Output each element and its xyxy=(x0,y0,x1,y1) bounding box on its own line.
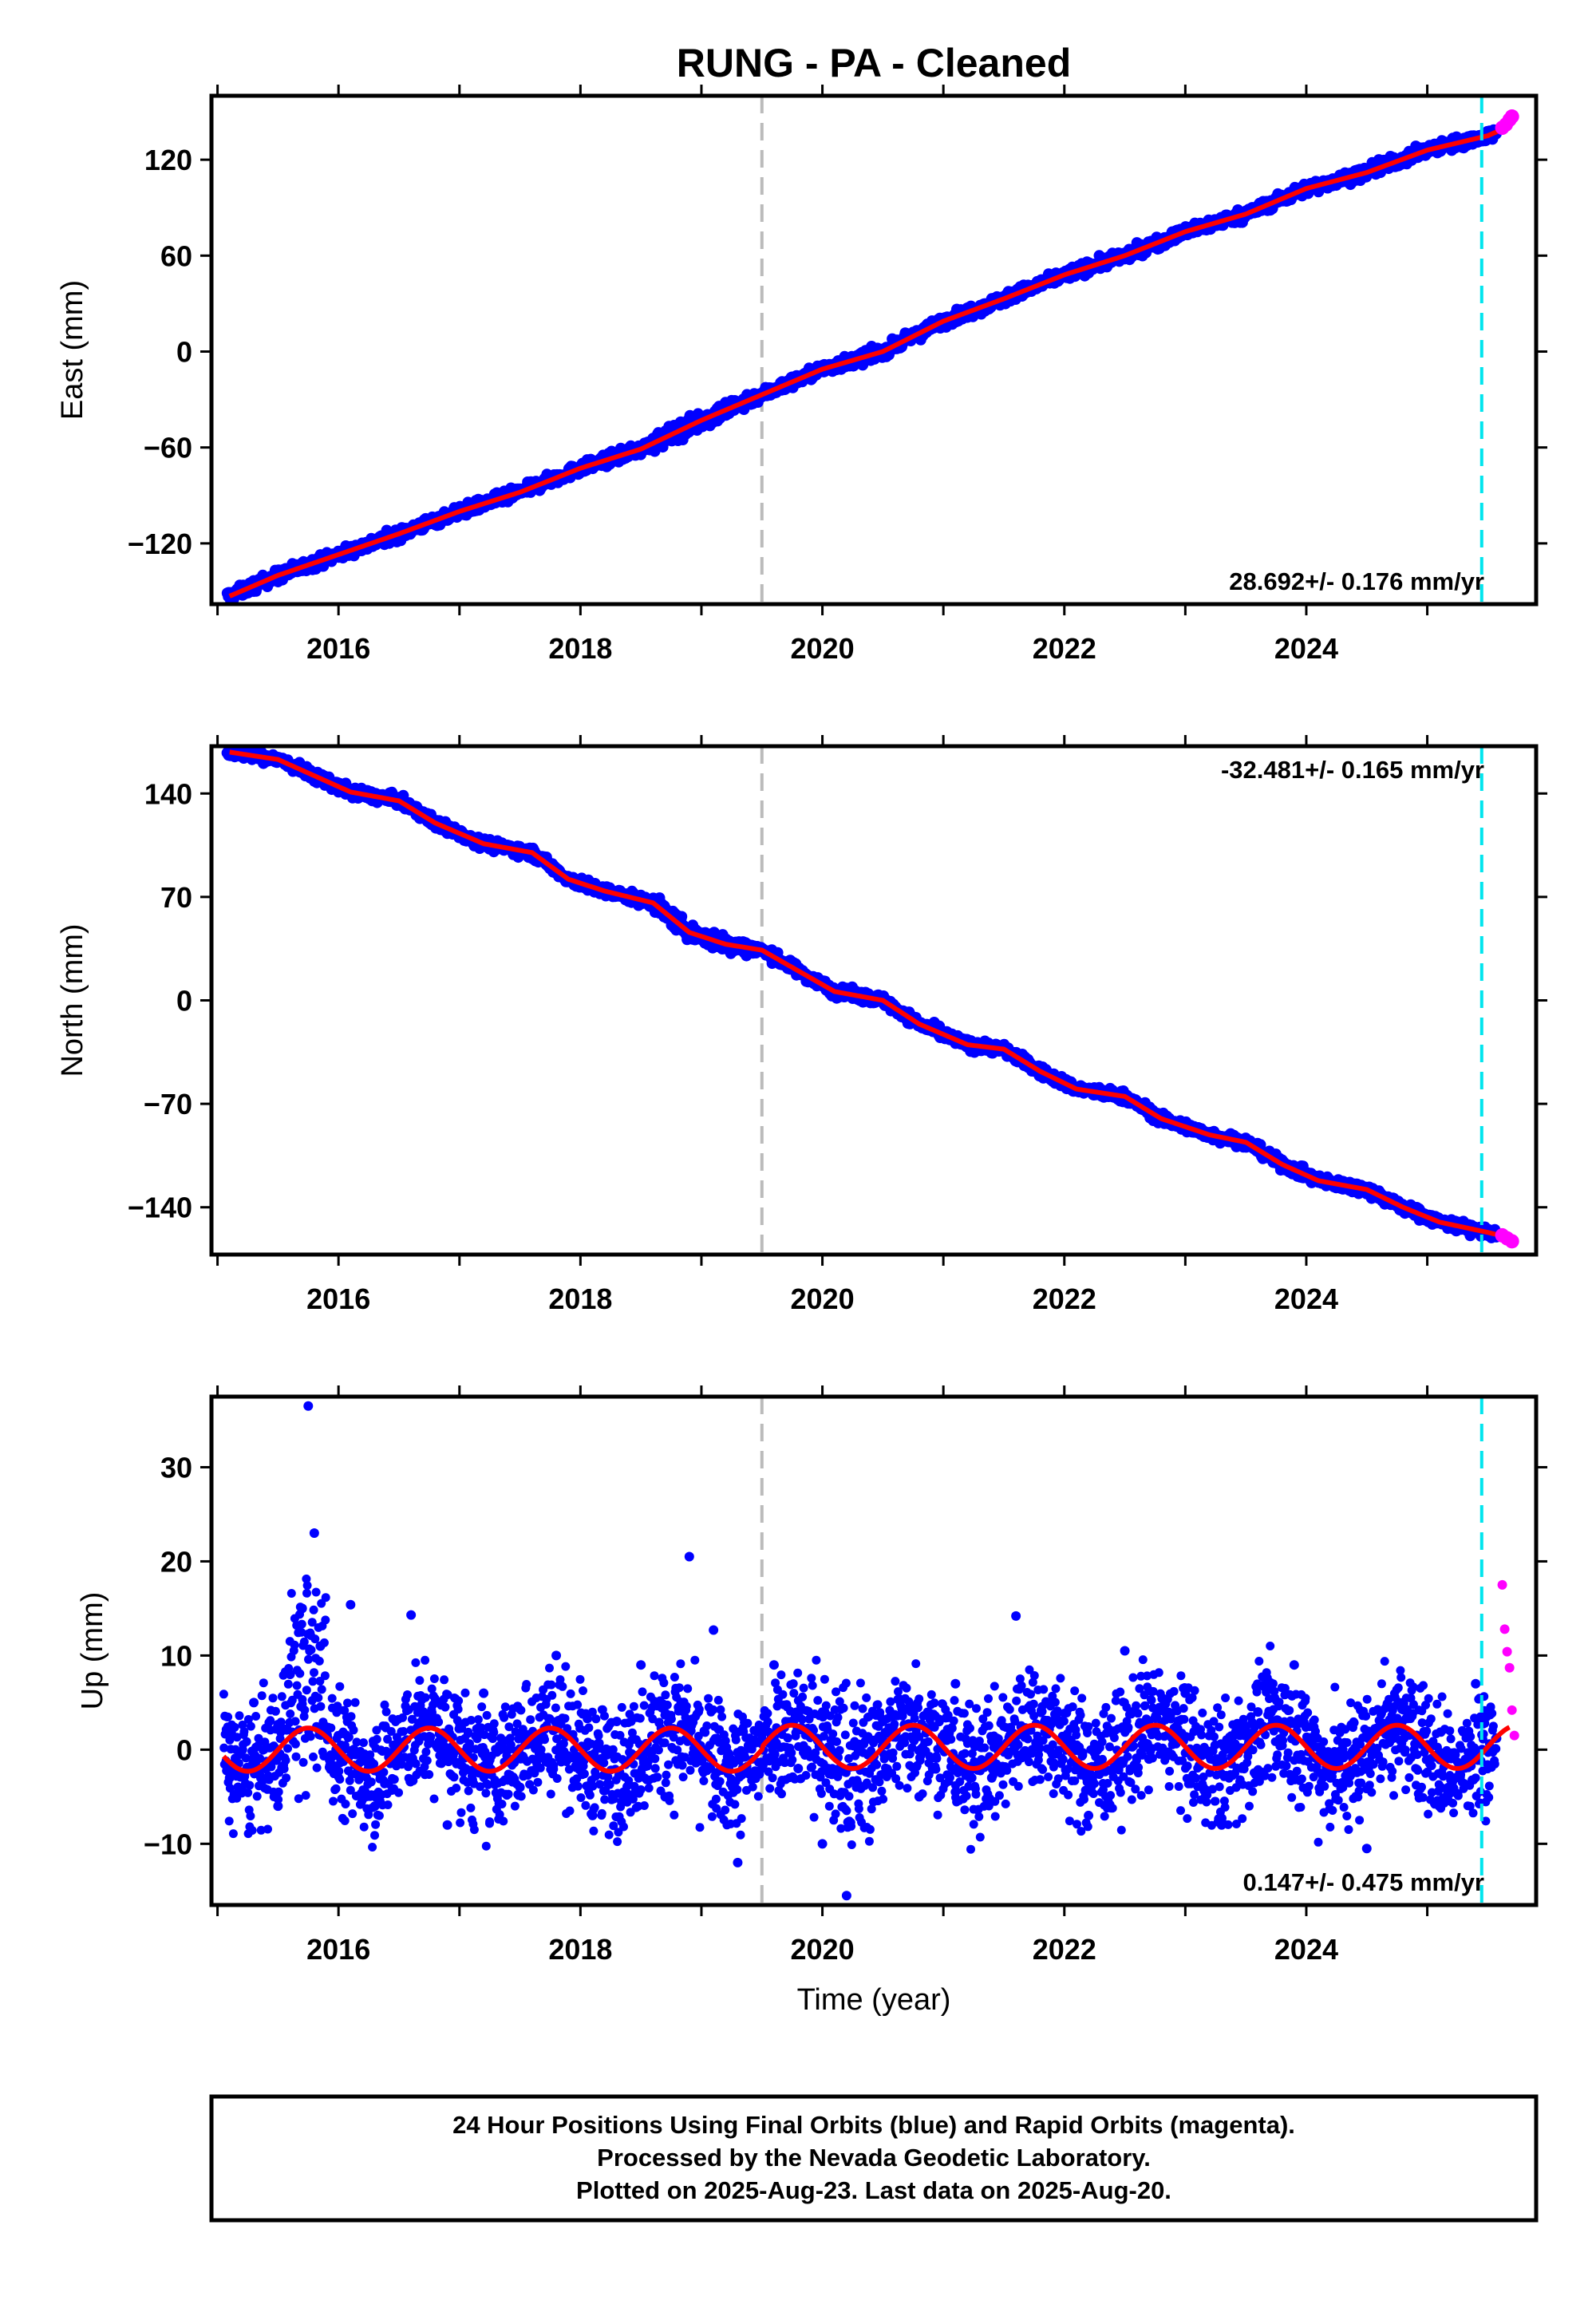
north-x-tick-label: 2020 xyxy=(791,1282,855,1315)
east-plot-area xyxy=(221,96,1519,604)
up-point xyxy=(263,1824,272,1834)
up-point xyxy=(301,1791,310,1800)
up-point xyxy=(282,1773,291,1783)
north-y-tick-label: 70 xyxy=(160,881,192,914)
east-x-tick-label: 2018 xyxy=(548,632,612,665)
up-point xyxy=(286,1589,296,1598)
north-x-tick-label: 2024 xyxy=(1274,1282,1338,1315)
up-point xyxy=(219,1690,228,1699)
up-point xyxy=(243,1788,253,1797)
up-point xyxy=(281,1756,290,1765)
north-x-tick-label: 2016 xyxy=(306,1282,370,1315)
east-x-tick-label: 2024 xyxy=(1274,632,1338,665)
up-point xyxy=(245,1780,255,1790)
up-point xyxy=(235,1711,244,1721)
up-point xyxy=(230,1722,239,1732)
north-x-tick-label: 2022 xyxy=(1033,1282,1096,1315)
east-y-axis-label: East (mm) xyxy=(56,280,89,420)
east-y-tick-label: −60 xyxy=(144,432,192,464)
north-panel: −140 −70 0 70 140 2016 2018 2020 2022 2024 North (… xyxy=(56,735,1547,1315)
up-point xyxy=(223,1712,233,1721)
north-plot-area xyxy=(221,746,1519,1255)
up-point xyxy=(292,1681,302,1690)
east-rate-label: 28.692+/- 0.176 mm/yr xyxy=(1229,567,1484,595)
up-point xyxy=(274,1787,283,1796)
east-y-tick-label: −120 xyxy=(128,528,192,560)
east-x-tick-label: 2016 xyxy=(306,632,370,665)
up-point xyxy=(302,1581,312,1591)
up-point xyxy=(246,1721,255,1731)
up-point xyxy=(228,1829,238,1839)
east-frame xyxy=(209,93,1539,607)
up-point xyxy=(271,1706,280,1716)
north-y-tick-label: −70 xyxy=(144,1088,192,1120)
east-panel: −120 −60 0 60 120 2016 2018 2020 2022 2024 East (m… xyxy=(56,85,1547,665)
north-y-tick-label: −140 xyxy=(128,1192,192,1224)
up-point xyxy=(291,1752,301,1761)
north-rapid-point xyxy=(1504,1234,1519,1249)
north-y-axis-label: North (mm) xyxy=(56,923,89,1077)
up-point xyxy=(277,1692,286,1701)
up-point xyxy=(247,1826,257,1835)
figure-title: RUNG - PA - Cleaned xyxy=(677,41,1071,85)
up-point xyxy=(302,1686,311,1695)
east-point xyxy=(1373,154,1385,166)
up-point xyxy=(286,1709,295,1718)
east-model-line xyxy=(228,125,1507,599)
up-point xyxy=(279,1765,289,1773)
up-point xyxy=(246,1812,255,1820)
up-point xyxy=(224,1816,234,1826)
east-rapid-point xyxy=(1504,109,1519,124)
up-point xyxy=(259,1678,268,1688)
up-point xyxy=(268,1694,278,1703)
up-point xyxy=(300,1705,310,1715)
north-x-tick-label: 2018 xyxy=(548,1282,612,1315)
up-point xyxy=(298,1757,308,1767)
east-rapid-points xyxy=(1495,109,1519,136)
up-point xyxy=(257,1691,267,1701)
up-point xyxy=(290,1739,300,1749)
up-point xyxy=(306,1732,315,1741)
up-point xyxy=(251,1712,261,1721)
up-point xyxy=(295,1669,305,1678)
north-y-tick-label: 0 xyxy=(176,985,192,1018)
east-y-tick-label: 120 xyxy=(144,144,192,176)
up-point xyxy=(297,1619,306,1629)
up-point xyxy=(290,1717,300,1726)
north-point xyxy=(676,911,688,923)
north-rate-label: -32.481+/- 0.165 mm/yr xyxy=(1221,756,1484,784)
north-y-tick-label: 140 xyxy=(144,777,192,810)
up-point xyxy=(283,1679,293,1689)
up-point xyxy=(242,1737,251,1746)
east-x-tick-label: 2020 xyxy=(791,632,855,665)
up-point xyxy=(302,1588,311,1598)
east-y-tick-label: 0 xyxy=(176,336,192,369)
up-point xyxy=(290,1640,299,1650)
east-x-tick-label: 2022 xyxy=(1033,632,1096,665)
east-y-tick-label: 60 xyxy=(160,239,192,272)
up-point xyxy=(252,1792,262,1801)
